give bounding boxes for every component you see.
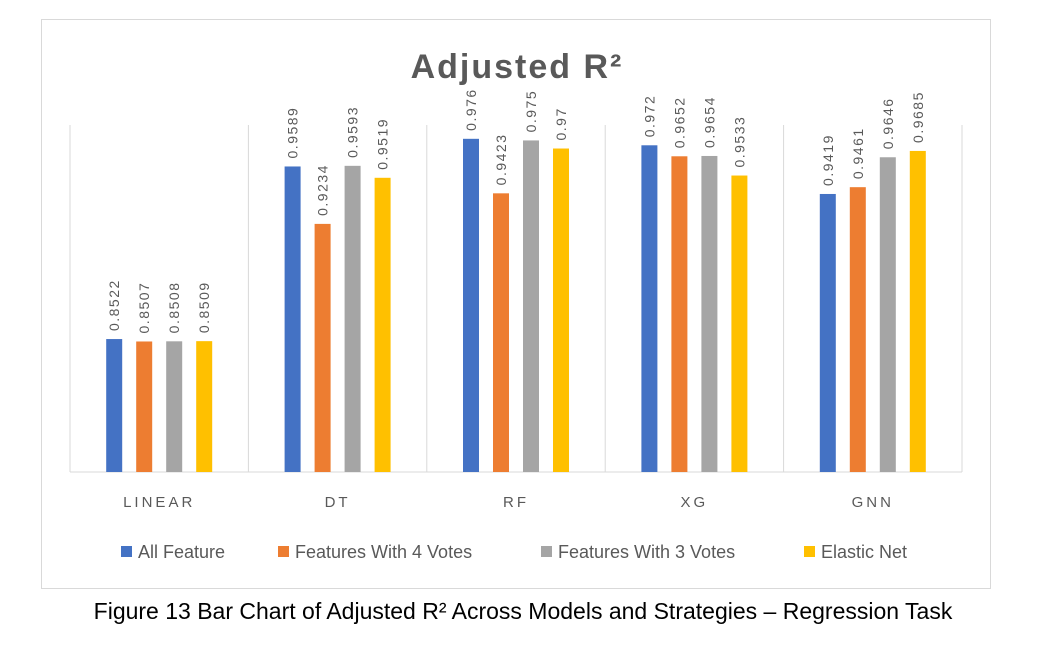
plot-area: 0.8522 0.8507 0.8508 0.8509 LINEAR 0.9589 0.92… bbox=[69, 88, 963, 511]
data-label: 0.976 bbox=[463, 88, 479, 131]
category-label: DT bbox=[325, 494, 351, 511]
category-label: XG bbox=[681, 494, 709, 511]
data-label: 0.9646 bbox=[880, 97, 896, 149]
bar bbox=[196, 341, 213, 472]
bar bbox=[909, 150, 926, 473]
legend-label: All Feature bbox=[138, 542, 225, 562]
legend-swatch bbox=[121, 546, 132, 557]
bar bbox=[641, 145, 658, 472]
legend: All Feature Features With 4 Votes Features… bbox=[121, 542, 907, 562]
data-label: 0.9423 bbox=[493, 133, 509, 185]
category-label: LINEAR bbox=[123, 494, 195, 511]
data-label: 0.8522 bbox=[106, 279, 122, 331]
bar bbox=[671, 156, 688, 472]
chart-title: Adjusted R² bbox=[411, 48, 624, 86]
data-label: 0.9234 bbox=[315, 164, 331, 216]
data-label: 0.9685 bbox=[910, 91, 926, 143]
bar bbox=[553, 148, 569, 473]
bar bbox=[106, 339, 123, 472]
data-label: 0.9589 bbox=[285, 107, 301, 159]
data-label: 0.8508 bbox=[166, 281, 182, 333]
bar bbox=[314, 223, 331, 472]
bar bbox=[166, 341, 183, 472]
bar bbox=[701, 155, 718, 473]
legend-swatch bbox=[541, 546, 552, 557]
bar bbox=[374, 177, 391, 473]
bar bbox=[463, 138, 479, 473]
data-label: 0.97 bbox=[553, 107, 569, 140]
data-label: 0.9461 bbox=[850, 127, 866, 179]
data-label: 0.975 bbox=[523, 90, 539, 133]
data-label: 0.8509 bbox=[196, 281, 212, 333]
data-label: 0.9652 bbox=[671, 96, 687, 148]
figure-caption: Figure 13 Bar Chart of Adjusted R² Acros… bbox=[93, 598, 953, 624]
legend-label: Features With 3 Votes bbox=[558, 542, 735, 562]
legend-label: Elastic Net bbox=[821, 542, 907, 562]
category-label: RF bbox=[503, 494, 529, 511]
bar bbox=[284, 166, 301, 472]
category-label: GNN bbox=[852, 494, 894, 511]
bar bbox=[493, 193, 509, 472]
bar bbox=[879, 157, 896, 472]
legend-swatch bbox=[804, 546, 815, 557]
legend-label: Features With 4 Votes bbox=[295, 542, 472, 562]
data-label: 0.8507 bbox=[136, 282, 152, 334]
bar bbox=[344, 165, 361, 472]
data-label: 0.9533 bbox=[731, 116, 747, 168]
bar bbox=[731, 175, 748, 473]
bar bbox=[136, 341, 153, 472]
data-label: 0.9593 bbox=[345, 106, 361, 158]
data-label: 0.9654 bbox=[701, 96, 717, 148]
data-label: 0.9519 bbox=[375, 118, 391, 170]
data-label: 0.972 bbox=[641, 95, 657, 138]
legend-swatch bbox=[278, 546, 289, 557]
data-label: 0.9419 bbox=[820, 134, 836, 186]
bar bbox=[819, 193, 836, 472]
bar bbox=[849, 187, 866, 472]
bar bbox=[523, 140, 539, 472]
